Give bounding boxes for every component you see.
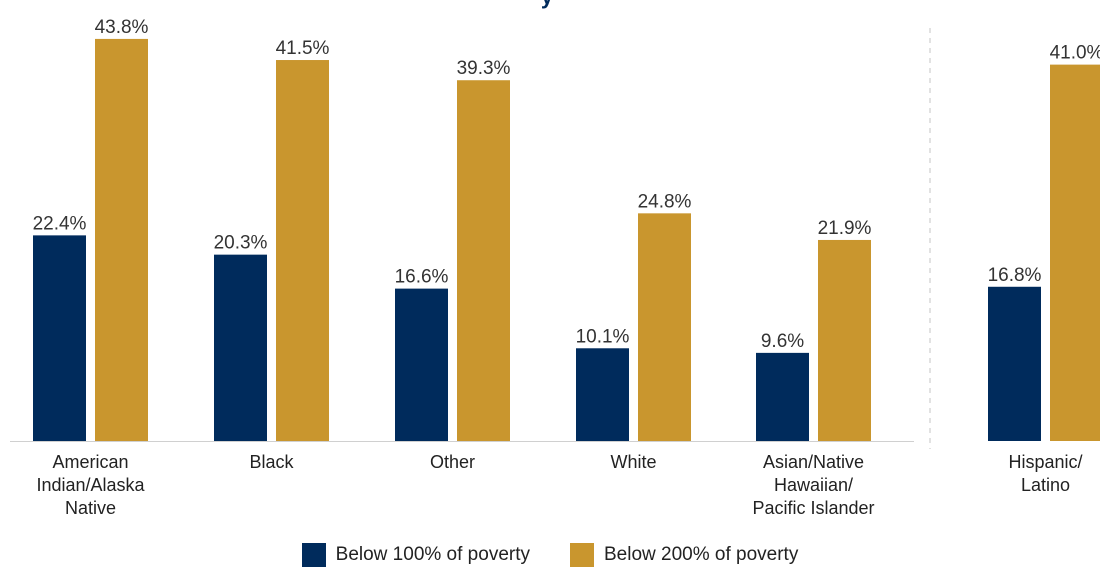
category-label-line: Other <box>430 452 475 472</box>
bar-below-200-2 <box>457 80 510 441</box>
category-label-0: American Indian/Alaska Native <box>36 452 145 518</box>
legend-label-below-100: Below 100% of poverty <box>336 544 530 566</box>
bar-below-200-4 <box>818 240 871 441</box>
bar-below-200-1 <box>276 60 329 441</box>
bar-below-100-0 <box>33 235 86 441</box>
data-label-below-100-5: 16.8% <box>988 265 1042 286</box>
legend-swatch-below-100 <box>302 543 326 567</box>
category-label-1: Black <box>249 452 294 472</box>
legend-item-below-100: Below 100% of poverty <box>302 543 530 567</box>
bar-below-100-4 <box>756 353 809 441</box>
legend-swatch-below-200 <box>570 543 594 567</box>
data-label-below-200-5: 41.0% <box>1050 43 1100 64</box>
bar-below-200-0 <box>95 39 148 441</box>
data-label-below-200-2: 39.3% <box>457 58 511 79</box>
category-label-line: Hispanic/ <box>1008 452 1082 472</box>
category-label-3: White <box>610 452 656 472</box>
data-label-below-100-2: 16.6% <box>395 267 449 288</box>
data-label-below-100-3: 10.1% <box>576 326 630 347</box>
bar-below-100-1 <box>214 255 267 441</box>
category-label-line: Black <box>249 452 294 472</box>
chart-legend: Below 100% of poverty Below 200% of pove… <box>0 541 1100 569</box>
category-label-line: White <box>610 452 656 472</box>
bar-below-200-5 <box>1050 65 1100 441</box>
category-label-line: Asian/Native <box>763 452 864 472</box>
data-label-below-200-4: 21.9% <box>818 218 872 239</box>
data-label-below-100-4: 9.6% <box>761 331 804 352</box>
category-label-line: Indian/Alaska <box>36 475 145 495</box>
data-label-below-100-0: 22.4% <box>33 213 87 234</box>
data-label-below-200-0: 43.8% <box>95 17 149 38</box>
category-label-line: Hawaiian/ <box>774 475 853 495</box>
legend-label-below-200: Below 200% of poverty <box>604 544 798 566</box>
data-label-below-200-1: 41.5% <box>276 38 330 59</box>
data-label-below-200-3: 24.8% <box>638 191 692 212</box>
bar-below-100-5 <box>988 287 1041 441</box>
bar-below-200-3 <box>638 213 691 441</box>
chart-title: y <box>541 0 554 9</box>
category-label-4: Asian/Native Hawaiian/Pacific Islander <box>752 452 874 518</box>
category-label-2: Other <box>430 452 475 472</box>
data-label-below-100-1: 20.3% <box>214 233 268 254</box>
bar-below-100-2 <box>395 289 448 441</box>
category-label-line: American <box>52 452 128 472</box>
category-label-line: Pacific Islander <box>752 498 874 518</box>
category-label-line: Latino <box>1021 475 1070 495</box>
category-label-line: Native <box>65 498 116 518</box>
category-label-5: Hispanic/Latino <box>1008 452 1082 495</box>
bar-below-100-3 <box>576 348 629 441</box>
legend-item-below-200: Below 200% of poverty <box>570 543 798 567</box>
